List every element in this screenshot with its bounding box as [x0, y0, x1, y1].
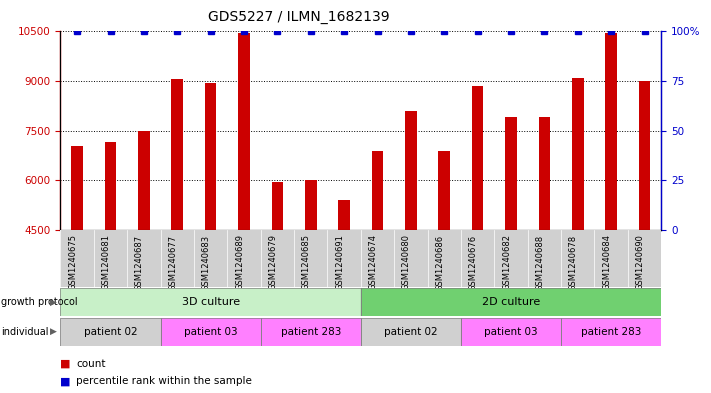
FancyBboxPatch shape: [60, 288, 360, 316]
Text: ■: ■: [60, 358, 71, 369]
Text: GSM1240679: GSM1240679: [268, 235, 277, 290]
Text: patient 02: patient 02: [84, 327, 137, 337]
Bar: [161, 318, 261, 346]
Text: percentile rank within the sample: percentile rank within the sample: [76, 376, 252, 386]
Bar: [461, 318, 561, 346]
Text: GSM1240677: GSM1240677: [169, 235, 177, 290]
Text: GSM1240674: GSM1240674: [368, 235, 378, 290]
Bar: [171, 79, 183, 230]
Text: patient 02: patient 02: [384, 327, 438, 337]
Bar: [472, 86, 483, 230]
Text: GSM1240687: GSM1240687: [135, 235, 144, 290]
Bar: [360, 318, 461, 346]
Text: GSM1240676: GSM1240676: [469, 235, 478, 290]
Bar: [561, 318, 661, 346]
Text: patient 283: patient 283: [581, 327, 641, 337]
Text: GSM1240682: GSM1240682: [502, 235, 511, 290]
FancyBboxPatch shape: [360, 288, 661, 316]
Bar: [372, 151, 383, 230]
Text: GSM1240684: GSM1240684: [602, 235, 611, 290]
Bar: [60, 288, 360, 316]
Bar: [105, 142, 117, 230]
Bar: [338, 200, 350, 230]
Text: GSM1240683: GSM1240683: [202, 235, 210, 290]
Bar: [605, 33, 617, 230]
Bar: [305, 180, 316, 230]
Text: GSM1240681: GSM1240681: [102, 235, 110, 290]
Bar: [506, 118, 517, 230]
Text: patient 03: patient 03: [184, 327, 237, 337]
Bar: [261, 318, 360, 346]
Text: 2D culture: 2D culture: [482, 297, 540, 307]
Bar: [138, 131, 150, 230]
Bar: [360, 318, 461, 346]
Text: individual: individual: [1, 327, 49, 337]
Text: GSM1240689: GSM1240689: [235, 235, 244, 290]
Bar: [638, 81, 651, 230]
Bar: [205, 83, 216, 230]
Text: GSM1240678: GSM1240678: [569, 235, 578, 290]
Bar: [360, 288, 661, 316]
Bar: [60, 318, 161, 346]
Bar: [405, 111, 417, 230]
Bar: [561, 318, 661, 346]
Bar: [238, 33, 250, 230]
Text: GSM1240675: GSM1240675: [68, 235, 77, 290]
Bar: [71, 145, 83, 230]
Bar: [60, 318, 161, 346]
Text: count: count: [76, 358, 105, 369]
Bar: [161, 318, 261, 346]
Text: GDS5227 / ILMN_1682139: GDS5227 / ILMN_1682139: [208, 10, 390, 24]
Text: GSM1240691: GSM1240691: [335, 235, 344, 290]
Bar: [261, 318, 360, 346]
Bar: [461, 318, 561, 346]
Bar: [439, 151, 450, 230]
Text: GSM1240680: GSM1240680: [402, 235, 411, 290]
Text: GSM1240690: GSM1240690: [636, 235, 645, 290]
Text: ▶: ▶: [50, 298, 57, 307]
Text: GSM1240685: GSM1240685: [301, 235, 311, 290]
Bar: [538, 118, 550, 230]
Text: growth protocol: growth protocol: [1, 297, 78, 307]
Text: patient 283: patient 283: [281, 327, 341, 337]
Bar: [572, 78, 584, 230]
Text: patient 03: patient 03: [484, 327, 538, 337]
Bar: [272, 182, 283, 230]
Text: ■: ■: [60, 376, 71, 386]
Text: GSM1240686: GSM1240686: [435, 235, 444, 290]
Text: ▶: ▶: [50, 327, 57, 336]
Text: 3D culture: 3D culture: [181, 297, 240, 307]
Text: GSM1240688: GSM1240688: [535, 235, 545, 290]
